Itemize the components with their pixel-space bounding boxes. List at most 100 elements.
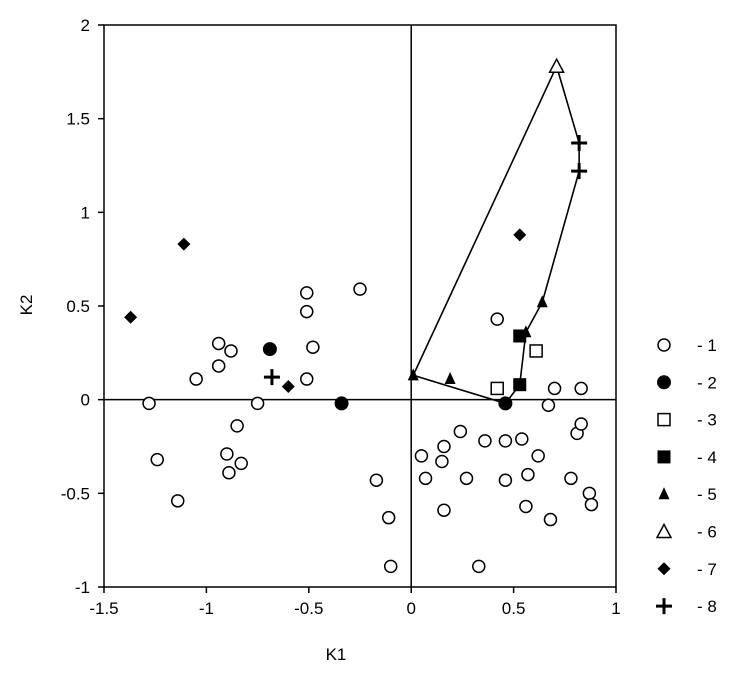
legend: - 1 - 2 - 3 - 4 - 5 - 6 - 7 - 8 xyxy=(655,336,717,616)
legend-item-4: - 4 xyxy=(657,448,717,467)
legend-marker-6 xyxy=(655,522,673,539)
data-point-s1-16 xyxy=(306,340,320,354)
series-2 xyxy=(262,342,513,411)
hull-outline xyxy=(412,63,580,405)
data-point-s1-38 xyxy=(543,512,558,527)
x-tick-label: -0.5 xyxy=(294,599,323,618)
y-tick-label: -0.5 xyxy=(61,484,90,503)
data-point-s1-45 xyxy=(584,497,599,512)
y-tick-label: 0 xyxy=(81,391,90,410)
data-point-s8-1 xyxy=(263,369,280,386)
reference-lines xyxy=(104,25,616,587)
data-point-s1-13 xyxy=(300,286,314,300)
data-point-s1-7 xyxy=(224,344,238,358)
data-point-s1-9 xyxy=(222,465,236,480)
data-point-s2-3 xyxy=(498,396,513,411)
data-point-s1-34 xyxy=(519,499,533,514)
data-point-s1-21 xyxy=(414,449,429,463)
data-point-s1-14 xyxy=(300,304,314,319)
x-tick-label: 0 xyxy=(406,599,415,618)
series-3 xyxy=(490,344,543,396)
data-point-s8-2 xyxy=(571,135,588,152)
legend-marker-4 xyxy=(657,450,671,464)
series-1 xyxy=(142,282,599,574)
x-tick-label: 1 xyxy=(611,599,620,618)
data-point-s1-10 xyxy=(230,419,244,433)
legend-marker-7 xyxy=(657,562,671,576)
legend-label-7: - 7 xyxy=(697,560,717,579)
y-axis-label: K2 xyxy=(17,295,36,316)
x-tick-label: -1 xyxy=(199,599,214,618)
legend-item-6: - 6 xyxy=(655,522,717,542)
data-point-s7-4 xyxy=(513,228,527,242)
legend-label-8: - 8 xyxy=(697,597,717,616)
data-point-s1-32 xyxy=(498,473,513,487)
data-point-s7-3 xyxy=(281,380,295,394)
legend-label-2: - 2 xyxy=(697,373,717,392)
legend-item-1: - 1 xyxy=(657,336,717,355)
data-point-s1-3 xyxy=(170,494,185,508)
data-point-s1-17 xyxy=(353,282,367,296)
series-6 xyxy=(548,57,565,73)
series-5 xyxy=(407,295,548,385)
data-point-s1-5 xyxy=(211,336,226,351)
data-point-s1-42 xyxy=(574,381,588,396)
data-point-s1-22 xyxy=(418,471,433,486)
data-point-s1-26 xyxy=(453,424,468,439)
data-point-s1-31 xyxy=(498,434,513,448)
data-point-s1-29 xyxy=(478,434,492,448)
data-point-s1-28 xyxy=(472,559,486,574)
data-point-s5-4 xyxy=(536,295,548,308)
data-point-s1-4 xyxy=(189,372,203,386)
data-point-s1-12 xyxy=(250,396,265,411)
legend-marker-3 xyxy=(657,412,671,427)
data-point-s1-37 xyxy=(541,398,556,413)
data-point-s7-2 xyxy=(177,237,191,251)
data-point-s1-40 xyxy=(564,471,578,486)
y-tick-label: 1 xyxy=(81,203,90,222)
legend-label-3: - 3 xyxy=(697,411,717,430)
data-point-s1-25 xyxy=(437,503,451,517)
data-point-s4-2 xyxy=(513,378,527,392)
legend-marker-8 xyxy=(656,598,672,615)
legend-label-6: - 6 xyxy=(697,523,717,542)
data-point-s1-1 xyxy=(142,396,156,411)
data-point-s1-39 xyxy=(547,381,562,396)
data-point-s1-15 xyxy=(300,372,314,386)
data-point-s1-19 xyxy=(381,510,396,525)
data-point-s5-3 xyxy=(520,325,532,338)
data-point-s1-2 xyxy=(150,452,164,467)
data-points xyxy=(124,57,599,574)
legend-marker-1 xyxy=(657,338,671,352)
data-point-s1-6 xyxy=(211,359,226,373)
data-point-s1-36 xyxy=(531,449,545,463)
data-point-s1-27 xyxy=(459,471,474,486)
legend-item-8: - 8 xyxy=(656,597,717,616)
y-tick-label: -1 xyxy=(75,578,90,597)
data-point-s2-1 xyxy=(262,342,277,357)
data-point-s1-11 xyxy=(234,456,248,471)
data-point-s1-18 xyxy=(369,473,384,487)
legend-item-2: - 2 xyxy=(657,373,717,392)
y-tick-label: 2 xyxy=(81,16,90,35)
hull-polygon xyxy=(412,63,580,405)
data-point-s1-44 xyxy=(582,486,597,501)
data-point-s3-2 xyxy=(529,344,543,358)
data-point-s1-8 xyxy=(220,447,234,461)
x-tick-label: 0.5 xyxy=(502,599,526,618)
y-tick-label: 0.5 xyxy=(66,297,90,316)
series-4 xyxy=(513,329,527,392)
legend-label-1: - 1 xyxy=(697,336,717,355)
legend-label-5: - 5 xyxy=(697,485,717,504)
data-point-s5-2 xyxy=(444,372,456,385)
data-point-s1-23 xyxy=(435,454,449,469)
data-point-s1-20 xyxy=(383,559,398,574)
legend-item-7: - 7 xyxy=(657,560,717,579)
series-7 xyxy=(124,228,527,394)
data-point-s1-35 xyxy=(521,467,535,482)
legend-item-3: - 3 xyxy=(657,411,717,430)
data-point-s2-2 xyxy=(334,396,349,411)
legend-marker-5 xyxy=(658,487,670,500)
data-point-s1-30 xyxy=(490,312,504,326)
